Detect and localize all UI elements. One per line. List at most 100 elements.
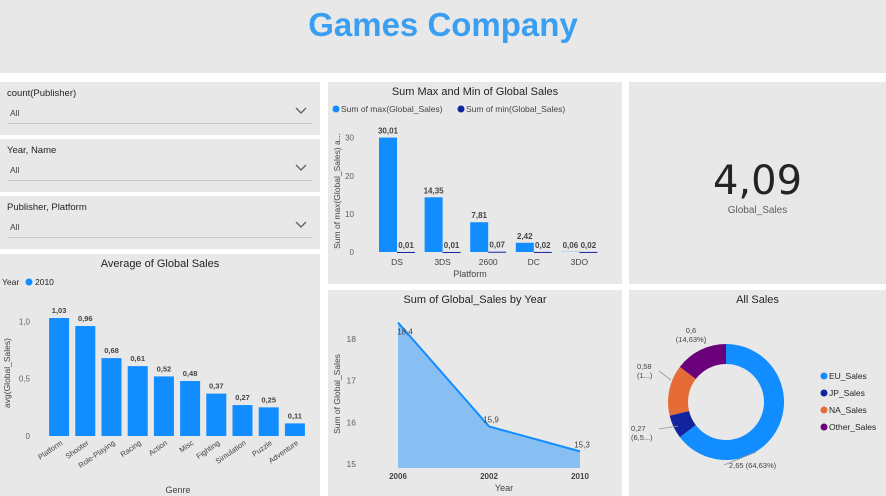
data-label: 0,52: [157, 364, 172, 373]
bar-min: [397, 251, 415, 253]
bar: [127, 366, 148, 436]
slicer-underline: [8, 237, 312, 238]
x-tick-label: Misc: [177, 438, 195, 454]
y-tick-label: 16: [347, 417, 357, 427]
x-tick-label: 3DS: [434, 257, 451, 267]
legend-marker: [820, 389, 828, 397]
header-banner: Games Company: [0, 0, 886, 73]
data-label: 30,01: [378, 127, 399, 136]
x-tick-label: 3DO: [571, 257, 589, 267]
data-label: 15,3: [574, 440, 590, 449]
slicer-year-name[interactable]: Year, Name All: [0, 139, 320, 192]
data-label: 2,65 (64,63%): [729, 461, 777, 470]
legend-title: Year: [2, 277, 19, 287]
slicer-label: Year, Name: [7, 145, 57, 156]
y-axis-label: Sum of Global_Sales: [332, 354, 342, 434]
data-label: 0,27 (6,5...): [631, 424, 653, 442]
bar: [232, 405, 253, 436]
bar-max: [515, 242, 534, 252]
x-tick-label: Adventure: [267, 438, 300, 465]
kpi-card-tile: [629, 82, 886, 284]
donut-slice: [668, 366, 696, 416]
data-label: 0,02: [535, 241, 551, 250]
legend-label: Sum of max(Global_Sales): [341, 104, 443, 114]
kpi-label: Global_Sales: [727, 205, 788, 216]
legend-marker: [820, 406, 828, 414]
data-label: 18,4: [397, 327, 413, 336]
data-label: 0,02: [581, 241, 597, 250]
y-tick-label: 1,0: [19, 317, 31, 326]
data-label: 14,35: [424, 186, 445, 195]
x-tick-label: Racing: [119, 438, 143, 459]
legend-label: 2010: [35, 277, 54, 287]
y-axis-label: Sum of max(Global_Sales) a...: [332, 133, 342, 249]
data-label: 0,96: [78, 314, 93, 323]
bar-max: [379, 137, 397, 252]
legend-marker: [820, 423, 828, 431]
chevron-down-icon[interactable]: [294, 163, 308, 173]
data-label: 2,42: [517, 232, 533, 241]
chart-title: Sum Max and Min of Global Sales: [391, 86, 559, 98]
bar-min: [442, 251, 461, 253]
max-min-chart-tile: Sum Max and Min of Global Sales Sum of m…: [328, 82, 622, 284]
by-year-chart-tile: Sum of Global_Sales by Year 15 16 17 18 Sum …: [328, 290, 622, 496]
area-fill: [398, 322, 580, 468]
x-tick-label: DS: [391, 257, 403, 267]
slicer-value[interactable]: All: [10, 108, 20, 118]
chart-title: Sum of Global_Sales by Year: [403, 294, 547, 306]
legend-label: NA_Sales: [829, 405, 867, 415]
leader-line: [658, 370, 672, 381]
data-label: 7,81: [471, 211, 487, 220]
y-tick-label: 0: [26, 432, 31, 441]
avg-sales-chart[interactable]: Year 2010 0 0,5 1,0 avg(Global_Sales) 1,03 Plat…: [0, 254, 320, 496]
bar-max: [470, 222, 489, 252]
bar-min: [579, 251, 598, 253]
data-label: 0,61: [130, 354, 145, 363]
all-sales-chart[interactable]: 2,65 (64,63%) 0,27 (6,5...) 0,58 (1...) 0,6 (1…: [629, 290, 886, 496]
by-year-chart[interactable]: 15 16 17 18 Sum of Global_Sales 18,4 2006 15,9 2…: [328, 290, 622, 496]
x-tick-label: 2600: [479, 257, 498, 267]
data-label: 0,6 (14,63%): [676, 326, 707, 344]
leader-line: [658, 425, 679, 430]
x-axis-label: Platform: [453, 269, 487, 279]
data-label: 0,01: [398, 241, 414, 250]
legend-marker: [457, 105, 465, 113]
chevron-down-icon[interactable]: [294, 106, 308, 116]
y-tick-label: 0: [350, 248, 355, 257]
bar: [49, 318, 70, 436]
leader-line: [703, 341, 707, 345]
bar: [206, 393, 227, 436]
leader-line: [723, 451, 757, 466]
page-title: Games Company: [308, 6, 578, 43]
y-tick-label: 30: [345, 134, 354, 143]
x-axis-label: Genre: [165, 485, 190, 495]
chart-title: Average of Global Sales: [100, 258, 220, 270]
data-label: 0,27: [235, 393, 250, 402]
bar-max: [424, 197, 443, 252]
slicer-value[interactable]: All: [10, 222, 20, 232]
data-label: 0,06: [563, 241, 579, 250]
legend-label: EU_Sales: [829, 371, 867, 381]
legend-label: Other_Sales: [829, 422, 876, 432]
x-tick-label: DC: [528, 257, 540, 267]
data-label: 0,48: [183, 369, 198, 378]
max-min-chart[interactable]: Sum of max(Global_Sales) Sum of min(Globa…: [328, 82, 622, 284]
slicer-label: count(Publisher): [7, 88, 77, 99]
slicer-publisher-count[interactable]: count(Publisher) All: [0, 82, 320, 135]
y-tick-label: 20: [345, 172, 354, 181]
y-tick-label: 10: [345, 210, 354, 219]
data-label: 0,25: [261, 395, 276, 404]
kpi-value: 4,09: [712, 158, 803, 204]
slicer-publisher-platform[interactable]: Publisher, Platform All: [0, 196, 320, 249]
chevron-down-icon[interactable]: [294, 220, 308, 230]
slicer-label: Publisher, Platform: [7, 202, 87, 213]
y-tick-label: 18: [347, 334, 357, 344]
bar-min: [533, 251, 552, 253]
bar: [284, 423, 305, 436]
legend-label: Sum of min(Global_Sales): [466, 104, 565, 114]
slicer-value[interactable]: All: [10, 165, 20, 175]
legend-marker: [332, 105, 340, 113]
bar: [153, 376, 174, 436]
y-axis-label: avg(Global_Sales): [2, 338, 12, 408]
data-label: 0,07: [489, 241, 505, 250]
